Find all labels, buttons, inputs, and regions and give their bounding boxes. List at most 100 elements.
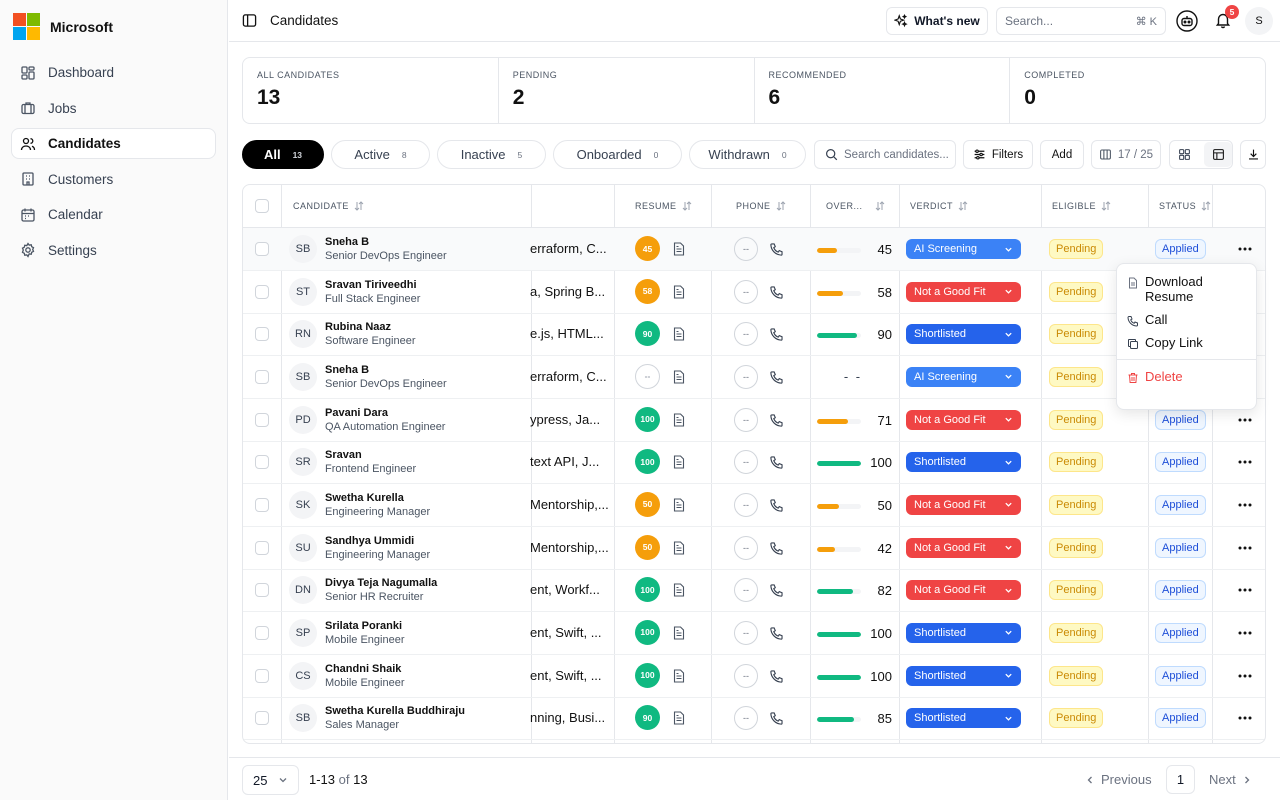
sidebar-item-settings[interactable]: Settings [11, 235, 216, 266]
page-number-button[interactable]: 1 [1166, 765, 1195, 794]
candidate-name[interactable]: Chandni Shaik [325, 662, 402, 675]
columns-button[interactable]: 17 / 25 [1091, 140, 1161, 169]
resume-file-icon[interactable] [673, 455, 685, 469]
verdict-select[interactable]: Not a Good Fit [906, 281, 1021, 302]
download-button[interactable] [1240, 140, 1266, 169]
phone-icon[interactable] [769, 413, 784, 428]
candidate-search-input[interactable]: Search candidates... [814, 140, 956, 169]
per-page-select[interactable]: 25 [242, 765, 299, 795]
more-actions-icon[interactable] [1238, 247, 1252, 251]
next-page-button[interactable]: Next [1209, 772, 1252, 787]
candidate-name[interactable]: Swetha Kurella [325, 491, 404, 504]
table-view-button[interactable] [1204, 142, 1232, 167]
row-checkbox[interactable] [255, 625, 269, 640]
menu-download-resume[interactable]: Download Resume [1123, 270, 1250, 308]
global-search-input[interactable]: Search... ⌘ K [996, 7, 1166, 35]
verdict-select[interactable]: Shortlisted [906, 708, 1021, 729]
sidebar-item-dashboard[interactable]: Dashboard [11, 57, 216, 88]
verdict-select[interactable]: Not a Good Fit [906, 494, 1021, 515]
row-checkbox[interactable] [255, 242, 269, 256]
table-row[interactable]: RN Rubina Naaz Software Engineer e.js, HTML… [243, 313, 1265, 357]
phone-icon[interactable] [769, 626, 784, 641]
resume-file-icon[interactable] [673, 285, 685, 299]
brand[interactable]: Microsoft [13, 13, 113, 40]
table-row[interactable]: SP Srilata Poranki Mobile Engineer ent, Swi… [243, 612, 1265, 655]
previous-page-button[interactable]: Previous [1085, 772, 1152, 787]
sidebar-item-candidates[interactable]: Candidates [11, 128, 216, 159]
candidate-name[interactable]: Pavani Dara [325, 406, 388, 419]
candidate-name[interactable]: Sandhya Ummidi [325, 534, 415, 547]
row-checkbox[interactable] [255, 583, 269, 598]
phone-icon[interactable] [769, 711, 784, 726]
header-phone[interactable]: PHONE [736, 185, 786, 227]
tab-onboarded[interactable]: Onboarded 0 [553, 140, 682, 169]
resume-file-icon[interactable] [673, 327, 685, 341]
more-actions-icon[interactable] [1238, 674, 1252, 678]
table-row[interactable]: SB Sneha B Senior DevOps Engineer erraform,… [243, 356, 1265, 399]
verdict-select[interactable]: Shortlisted [906, 665, 1021, 686]
add-button[interactable]: Add [1040, 140, 1084, 169]
verdict-select[interactable]: Not a Good Fit [906, 580, 1021, 601]
user-avatar[interactable]: S [1245, 7, 1273, 35]
menu-copy-link[interactable]: Copy Link [1123, 331, 1250, 354]
candidate-name[interactable]: Swetha Kurella Buddhiraju [325, 705, 465, 718]
row-checkbox[interactable] [255, 284, 269, 299]
more-actions-icon[interactable] [1238, 503, 1252, 507]
verdict-select[interactable]: Shortlisted [906, 324, 1021, 345]
phone-icon[interactable] [769, 242, 784, 257]
verdict-select[interactable]: Not a Good Fit [906, 409, 1021, 430]
tab-inactive[interactable]: Inactive 5 [437, 140, 546, 169]
candidate-name[interactable]: Sneha B [325, 236, 370, 248]
more-actions-icon[interactable] [1238, 460, 1252, 464]
row-checkbox[interactable] [255, 369, 269, 384]
tab-active[interactable]: Active 8 [331, 140, 430, 169]
resume-file-icon[interactable] [673, 370, 685, 384]
candidate-name[interactable]: Sravan [325, 449, 362, 462]
row-checkbox[interactable] [255, 327, 269, 342]
verdict-select[interactable]: Not a Good Fit [906, 537, 1021, 558]
resume-file-icon[interactable] [673, 668, 685, 683]
row-checkbox[interactable] [255, 711, 269, 726]
table-row[interactable]: SR Sravan Frontend Engineer text API, J... 1… [243, 441, 1265, 485]
tab-all[interactable]: All 13 [242, 140, 324, 169]
table-row[interactable]: SK Swetha Kurella Engineering Manager Mento… [243, 484, 1265, 527]
resume-file-icon[interactable] [673, 583, 685, 597]
more-actions-icon[interactable] [1238, 588, 1252, 592]
verdict-select[interactable]: Shortlisted [906, 452, 1021, 473]
sidebar-item-customers[interactable]: Customers [11, 164, 216, 195]
table-row[interactable]: CS Chandni Shaik Mobile Engineer ent, Swift… [243, 655, 1265, 698]
phone-icon[interactable] [769, 541, 784, 556]
verdict-select[interactable]: Shortlisted [906, 622, 1021, 643]
header-eligible[interactable]: ELIGIBLE [1052, 185, 1111, 227]
more-actions-icon[interactable] [1238, 631, 1252, 635]
table-row[interactable]: SU Sandhya Ummidi Engineering Manager Mento… [243, 527, 1265, 570]
sidebar-toggle-icon[interactable] [242, 13, 257, 28]
table-row[interactable]: PD Pavani Dara QA Automation Engineer ypres… [243, 399, 1265, 442]
table-row[interactable]: ST Sravan Tiriveedhi Full Stack Engineer a,… [243, 271, 1265, 314]
phone-icon[interactable] [769, 669, 784, 684]
verdict-select[interactable]: AI Screening [906, 239, 1021, 259]
filters-button[interactable]: Filters [963, 140, 1033, 169]
resume-file-icon[interactable] [673, 242, 685, 256]
grid-view-button[interactable] [1170, 141, 1198, 168]
row-checkbox[interactable] [255, 540, 269, 555]
assistant-bot-icon[interactable] [1176, 10, 1198, 32]
candidate-name[interactable]: Srilata Poranki [325, 619, 403, 632]
resume-file-icon[interactable] [673, 626, 685, 640]
phone-icon[interactable] [769, 370, 784, 385]
whats-new-button[interactable]: What's new [886, 7, 988, 35]
candidate-name[interactable]: Sravan Tiriveedhi [325, 278, 417, 291]
candidate-name[interactable]: Rubina Naaz [325, 321, 392, 334]
table-row[interactable]: SB Swetha Kurella Buddhiraju Sales Manager… [243, 697, 1265, 741]
phone-icon[interactable] [769, 583, 784, 598]
tab-withdrawn[interactable]: Withdrawn 0 [689, 140, 806, 169]
resume-file-icon[interactable] [673, 711, 685, 725]
row-checkbox[interactable] [255, 668, 269, 683]
table-row[interactable]: DN Divya Teja Nagumalla Senior HR Recruite… [243, 569, 1265, 613]
table-row[interactable]: SB Sneha B Senior DevOps Engineer erraform,… [243, 228, 1265, 271]
more-actions-icon[interactable] [1238, 716, 1252, 720]
menu-call[interactable]: Call [1123, 308, 1250, 331]
header-candidate[interactable]: CANDIDATE [293, 185, 364, 227]
header-resume[interactable]: RESUME [635, 185, 692, 227]
resume-file-icon[interactable] [673, 498, 685, 512]
